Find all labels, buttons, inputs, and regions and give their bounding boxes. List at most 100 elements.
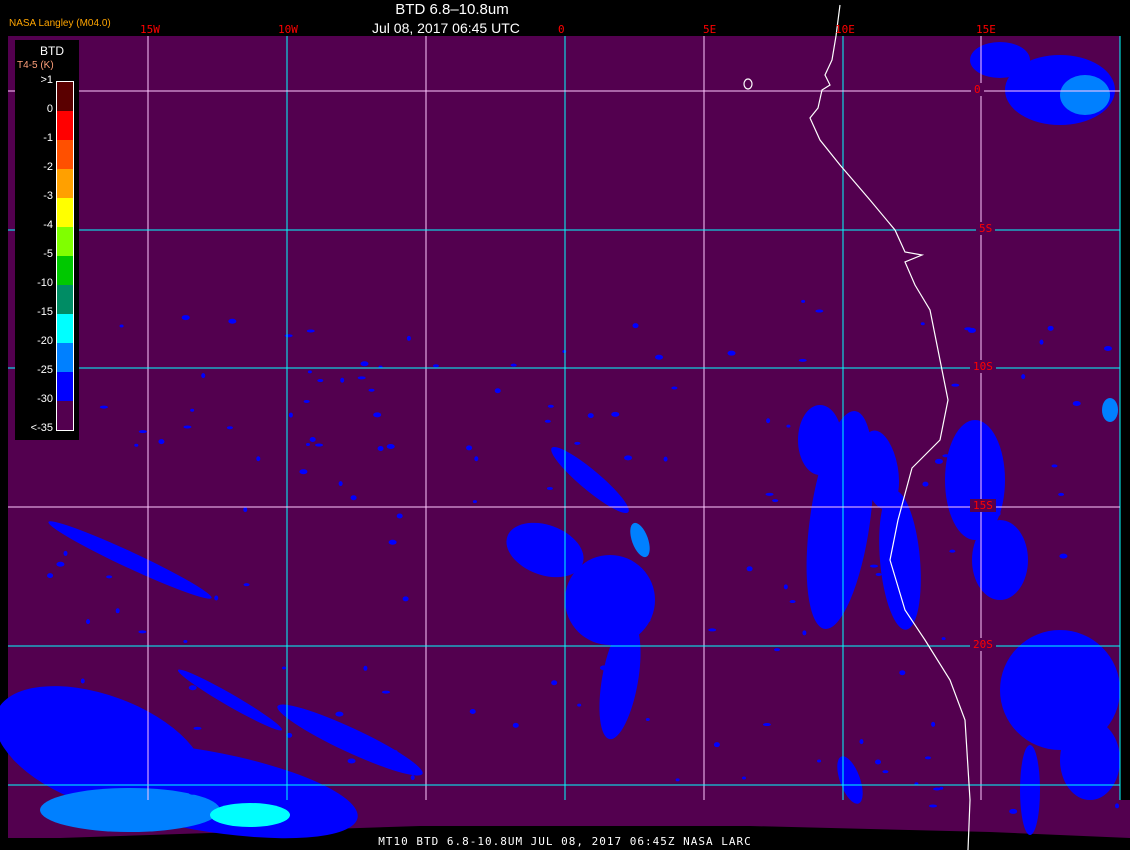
legend-swatch <box>57 372 73 401</box>
cloud-blob <box>340 377 345 383</box>
cloud-blob <box>1102 398 1118 422</box>
cloud-blob <box>288 412 293 418</box>
legend-label: -25 <box>37 364 53 376</box>
cloud-blob <box>226 426 233 430</box>
cloud-blob <box>798 405 842 475</box>
legend-title: BTD <box>40 44 64 58</box>
cloud-blob <box>1060 720 1120 800</box>
cloud-blob <box>243 583 250 587</box>
cloud-blob <box>600 665 609 671</box>
cloud-blob <box>177 669 283 731</box>
legend-label: <-35 <box>30 422 53 434</box>
cloud-blob <box>410 775 415 781</box>
lat-label: 10S <box>970 360 996 373</box>
cloud-blob <box>190 408 195 412</box>
cloud-blob <box>472 500 477 504</box>
cloud-blob <box>47 573 54 579</box>
cloud-blob <box>494 388 501 394</box>
cloud-blob <box>228 318 237 324</box>
cloud-blob <box>970 42 1030 78</box>
cloud-blob <box>506 522 584 578</box>
cloud-blob <box>106 575 113 579</box>
cloud-blob <box>138 630 147 634</box>
cloud-blob <box>599 620 641 740</box>
legend-swatch <box>57 285 73 314</box>
cloud-blob <box>608 712 617 718</box>
cloud-blob <box>1058 492 1065 496</box>
cloud-blob <box>1021 374 1026 380</box>
cloud-blob <box>512 722 519 728</box>
cloud-blob <box>1060 75 1110 115</box>
cloud-blob <box>875 572 882 576</box>
cloud-blob <box>899 536 908 540</box>
cloud-blob <box>214 595 219 601</box>
legend-label: -5 <box>43 248 53 260</box>
cloud-blob <box>188 791 197 795</box>
cloud-blob <box>307 370 312 374</box>
cloud-blob <box>466 445 473 451</box>
legend-swatch <box>57 314 73 343</box>
island-outline <box>743 78 753 90</box>
cloud-blob <box>962 498 971 504</box>
cloud-blob <box>183 425 192 429</box>
footer-caption: MT10 BTD 6.8-10.8UM JUL 08, 2017 06:45Z … <box>378 835 752 848</box>
graticule <box>8 36 1121 800</box>
cloud-blob <box>1051 464 1058 468</box>
cloud-blob <box>951 383 960 387</box>
cloud-blob <box>175 741 182 747</box>
cloud-blob <box>920 322 925 326</box>
cloud-blob <box>924 756 931 760</box>
legend-label: -3 <box>43 190 53 202</box>
cloud-blob <box>856 418 863 422</box>
cloud-blob <box>942 454 951 458</box>
cloud-blob <box>932 787 941 791</box>
cloud-blob <box>708 628 717 632</box>
cloud-blob <box>406 335 411 341</box>
cloud-blob <box>922 481 929 487</box>
cloud-blob <box>934 458 943 464</box>
cloud-blob <box>746 566 753 572</box>
legend-swatch <box>57 401 73 430</box>
cloud-blob <box>671 386 678 390</box>
cloud-blob <box>1115 803 1120 809</box>
legend-label: -4 <box>43 219 53 231</box>
cloud-blob <box>347 758 356 764</box>
color-legend: BTD T4-5 (K) >1 0 -1 -2 -3 -4 -5 -10 -15 -20 -25 -3… <box>15 40 79 440</box>
cloud-blob <box>713 742 720 748</box>
cloud-blob <box>1039 339 1044 345</box>
legend-label: -15 <box>37 306 53 318</box>
cloud-blob <box>363 665 368 671</box>
lon-label: 5E <box>703 23 717 36</box>
cloud-blob <box>402 596 409 602</box>
cloud-blob <box>587 413 594 419</box>
image-timestamp: Jul 08, 2017 06:45 UTC <box>372 20 520 36</box>
cloud-blob <box>183 639 188 643</box>
coastline <box>809 4 971 850</box>
cloud-blob <box>675 778 680 782</box>
legend-label: >1 <box>40 74 53 86</box>
cloud-blob <box>929 804 938 808</box>
cloud-blob <box>774 648 781 652</box>
lat-label: 5S <box>976 222 996 235</box>
cloud-blob <box>396 513 403 519</box>
cloud-blob <box>210 803 290 827</box>
cloud-blob <box>299 469 308 475</box>
cloud-blob <box>77 755 84 761</box>
cloud-blob <box>562 349 567 353</box>
lon-label: 0 <box>558 23 565 36</box>
cloud-blob <box>284 334 293 338</box>
cloud-blob <box>256 456 261 462</box>
legend-swatch <box>57 169 73 198</box>
cloud-blob <box>577 703 582 707</box>
cloud-blob <box>859 739 864 745</box>
legend-swatch <box>57 343 73 372</box>
cloud-blob <box>306 329 315 333</box>
cloud-blob <box>138 430 147 434</box>
legend-label: -2 <box>43 161 53 173</box>
cloud-blob <box>315 443 324 447</box>
cloud-blob <box>815 309 824 313</box>
cloud-blob <box>996 510 1001 516</box>
lat-label: 15S <box>970 499 996 512</box>
legend-label: -1 <box>43 132 53 144</box>
cloud-blob <box>306 443 311 447</box>
